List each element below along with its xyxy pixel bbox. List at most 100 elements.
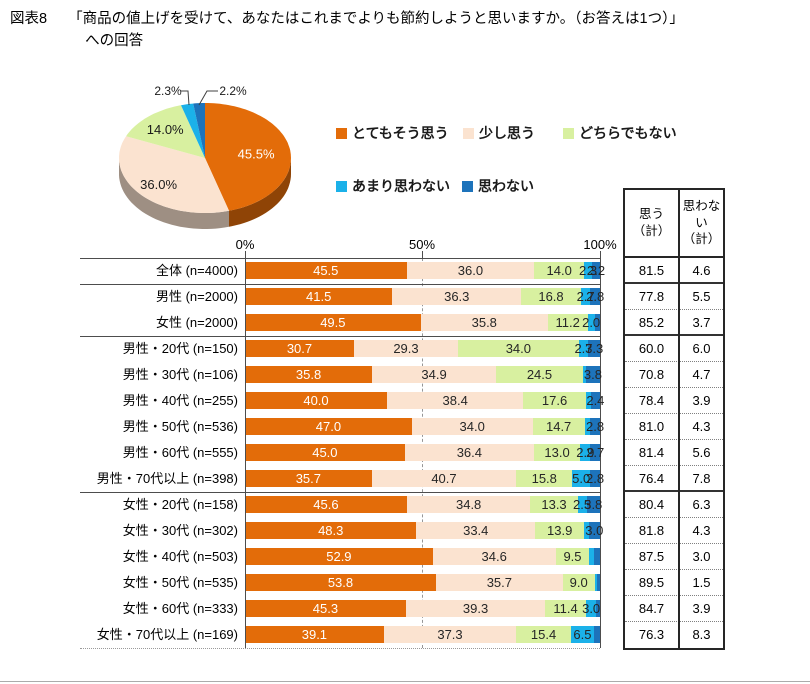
table-cell-agree-total: 89.5 [638,575,665,590]
pie-slice [119,136,229,213]
bar-segment [588,340,600,357]
bar-segment [590,444,600,461]
bar-segment-label: 3.8 [583,367,602,382]
axis-tick-mark [422,251,423,258]
bar-segment-label: 49.5 [320,315,346,330]
bar-segment-label: 2.7 [576,289,595,304]
bar-segment-label: 36.4 [456,445,483,460]
table-header-disagree-label: 思わない （計） [682,198,721,247]
table-cell-disagree-total: 8.3 [692,627,711,642]
table-row: 76.4 7.8 [625,466,723,492]
row-label: 男性・40代 (n=255) [122,393,238,408]
row-label: 男性・60代 (n=555) [122,445,238,460]
table-header-agree-label: 思う （計） [632,207,671,238]
bar-segment [586,366,600,383]
bar-segment-label: 33.4 [463,523,489,538]
bar-segment-label: 47.0 [315,419,342,434]
bar-segment [572,470,591,487]
bar-segment-label: 53.8 [327,575,354,590]
table-row: 87.5 3.0 [625,544,723,570]
bar-segment [523,392,586,409]
legend-item: 少し思う [463,123,535,143]
bar-segment [371,470,517,487]
row-label: 男性 (n=2000) [155,289,238,304]
bar-segment-label: 14.0 [546,263,572,278]
row-label: 女性・50代 (n=535) [122,575,238,590]
bar-segment [585,392,592,409]
table-cell-agree-total: 87.5 [638,549,665,564]
bar-segment [592,262,600,279]
bar-segment [584,262,593,279]
bar-segment [383,626,517,643]
bar-segment-label: 2.3 [579,263,598,278]
table-cell-disagree-total: 6.3 [692,497,711,512]
bar-segment [516,470,573,487]
legend-label: あまり思わない [352,178,450,194]
table-header-agree-total: 思う （計） [625,190,678,258]
bar-segment-label: 35.8 [295,367,322,382]
bar-segment [580,444,591,461]
table-cell-disagree-total: 4.7 [692,367,711,382]
bar-segment [372,366,496,383]
legend-item: 思わない [462,176,534,196]
table-row: 60.0 6.0 [625,336,723,362]
pie-slice [181,103,205,158]
table-cell-agree-total: 81.8 [638,523,665,538]
table-cell-agree-total: 85.2 [638,315,665,330]
row-label: 女性・70代以上 (n=169) [96,627,238,642]
bar-segment-label: 36.0 [457,263,484,278]
table-row: 84.7 3.9 [625,596,723,622]
bar-segment [580,288,591,305]
bar-segment-label: 13.9 [547,523,573,538]
bar-segment [411,418,533,435]
table-cell-agree-total: 77.8 [638,289,665,304]
bar-segment-label: 2.0 [582,315,601,330]
bar-segment-label: 36.3 [444,289,470,304]
pie-slice [205,103,291,211]
bar-segment-label: 41.5 [306,289,332,304]
table-row: 81.4 5.6 [625,440,723,466]
bar-segment-label: 3.0 [582,601,601,616]
table-cell-disagree-total: 7.8 [692,471,711,486]
bar-segment-label: 15.8 [531,471,557,486]
table-row: 81.5 4.6 [625,258,723,284]
bar-segment [245,340,354,357]
legend-label: どちらでもない [579,125,677,141]
bar-segment [530,496,578,513]
bar-segment-label: 34.0 [459,419,485,434]
x-axis-tick-50: 50% [408,237,436,252]
bar-segment [245,444,405,461]
bar-segment [458,340,579,357]
bar-segment-label: 34.6 [481,549,507,564]
table-row: 80.4 6.3 [625,492,723,518]
bar-segment [591,392,600,409]
bar-segment [245,418,412,435]
legend-label: とてもそう思う [352,125,449,141]
bar-segment-label: 16.8 [538,289,564,304]
bar-segment [555,548,590,565]
pie-leader-line [198,90,218,106]
table-cell-disagree-total: 3.9 [692,601,711,616]
table-cell-agree-total: 80.4 [638,497,665,512]
bar-segment [588,522,600,539]
bar-segment-label: 3.8 [584,497,603,512]
title-line-1: 「商品の値上げを受けて、あなたはこれまでよりも節約しようと思いますか。（お答えは… [68,11,684,27]
bar-segment-label: 34.9 [421,367,447,382]
bar-segment [533,444,581,461]
bar-segment-label: 34.8 [455,497,482,512]
bar-segment [245,574,436,591]
bar-segment [577,496,587,513]
bar-segment [570,626,594,643]
chart-separator-line [80,336,600,337]
bar-segment [593,626,600,643]
table-cell-agree-total: 84.7 [638,601,665,616]
table-header-disagree-total: 思わない （計） [680,190,723,258]
bar-segment-label: 3.0 [585,523,604,538]
axis-line-0pct [245,258,246,648]
bar-segment [405,600,546,617]
x-axis-tick-0: 0% [235,237,255,252]
table-cell-disagree-total: 4.6 [692,263,711,278]
table-cell-disagree-total: 3.9 [692,393,711,408]
row-label: 全体 (n=4000) [155,263,238,278]
bar-segment-label: 14.7 [545,419,572,434]
